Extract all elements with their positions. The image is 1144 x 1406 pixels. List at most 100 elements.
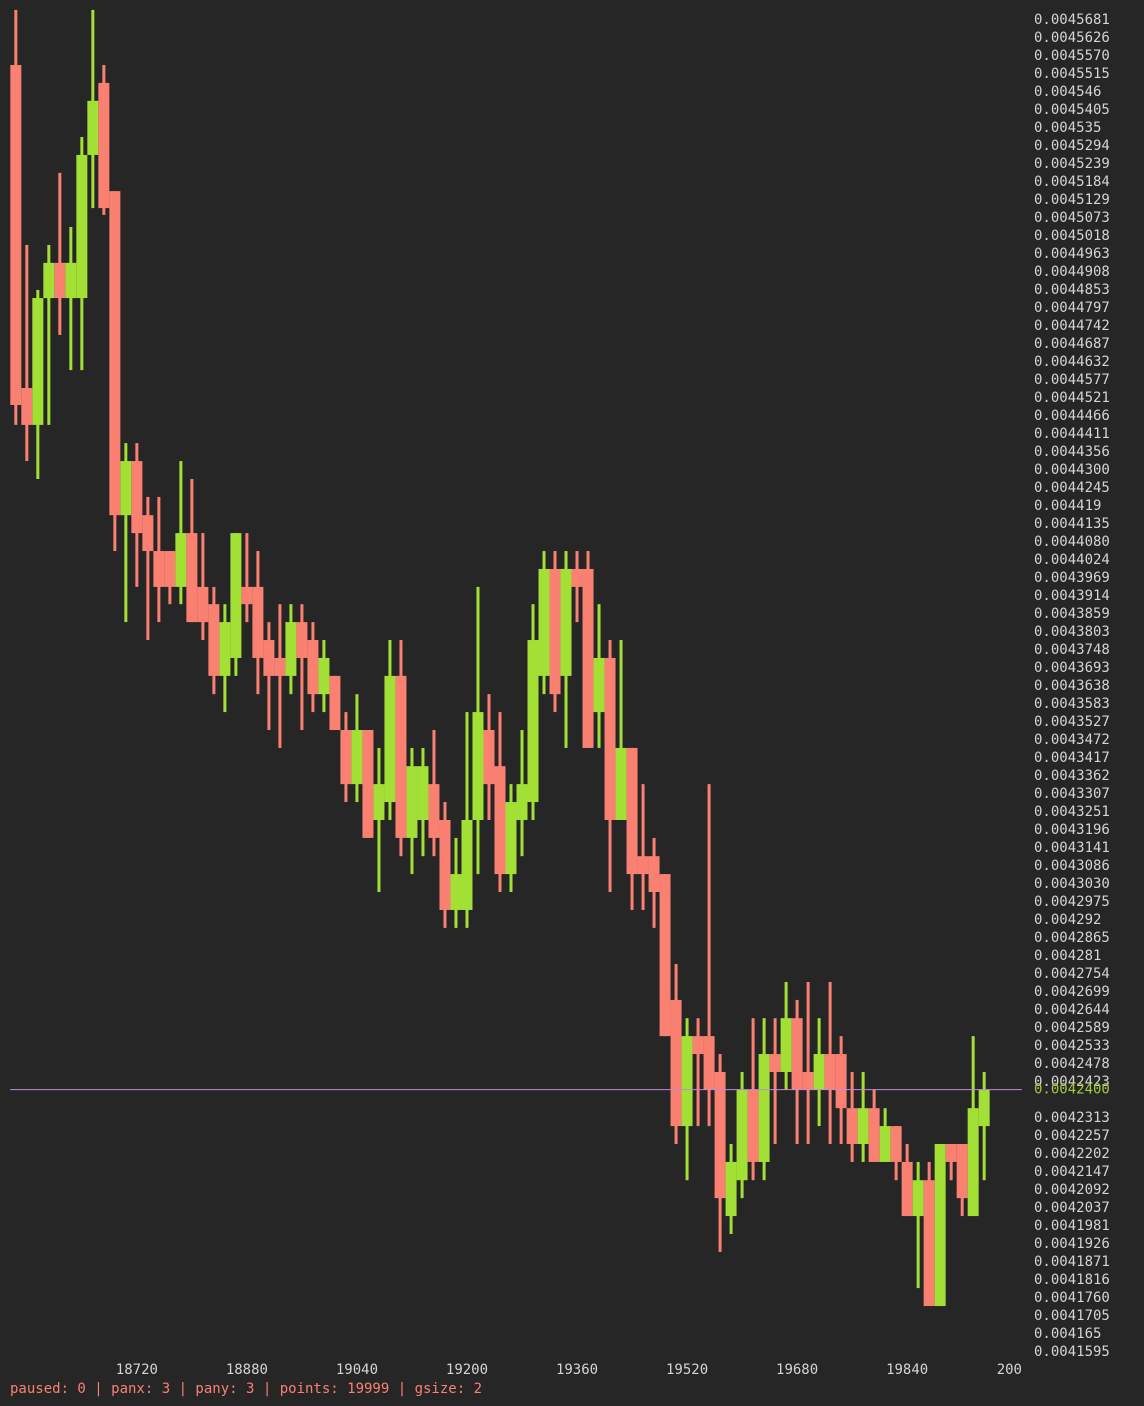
candle-body xyxy=(868,1108,880,1162)
candle-body xyxy=(373,784,385,820)
candle-wick xyxy=(619,640,623,820)
y-tick-label: 0.0044300 xyxy=(1034,462,1110,478)
y-tick-label: 0.0042313 xyxy=(1034,1110,1110,1126)
candle-wick xyxy=(245,533,249,623)
y-tick-label: 0.0044135 xyxy=(1034,516,1110,532)
candle-body xyxy=(758,1054,770,1162)
candle-body xyxy=(923,1180,935,1307)
candle-body xyxy=(417,766,429,820)
candle-body xyxy=(252,586,264,658)
y-tick-label: 0.0043583 xyxy=(1034,696,1110,712)
candle-body xyxy=(560,568,572,676)
candle-body xyxy=(681,1036,693,1127)
x-tick-label: 19840 xyxy=(886,1362,928,1378)
candle-body xyxy=(428,784,440,838)
candle-body xyxy=(197,586,209,623)
candle-body xyxy=(54,262,66,299)
y-tick-label: 0.0042202 xyxy=(1034,1146,1110,1162)
candle-body xyxy=(670,999,682,1127)
y-tick-label: 0.0043693 xyxy=(1034,660,1110,676)
y-tick-label: 0.0042865 xyxy=(1034,930,1110,946)
candle-body xyxy=(956,1144,968,1199)
candle-body xyxy=(516,784,528,820)
candle-wick xyxy=(696,1018,700,1127)
candle-wick xyxy=(773,1018,777,1145)
y-tick-label: 0.004292 xyxy=(1034,912,1101,928)
candle-body xyxy=(362,730,374,838)
candle-body xyxy=(901,1161,913,1217)
candle-body xyxy=(637,856,649,875)
candle-body xyxy=(648,856,660,893)
y-tick-label: 0.0042699 xyxy=(1034,984,1110,1000)
candle-body xyxy=(802,1071,814,1090)
candle-body xyxy=(791,1018,803,1090)
candle-body xyxy=(582,568,594,748)
candle-body xyxy=(395,675,407,838)
y-tick-label: 0.0043362 xyxy=(1034,768,1110,784)
candle-body xyxy=(890,1126,902,1162)
candle-body xyxy=(131,461,143,534)
candle-wick xyxy=(69,227,73,371)
candle-body xyxy=(626,747,638,875)
candle-wick xyxy=(806,982,810,1145)
candle-wick xyxy=(267,622,271,731)
y-tick-label: 0.0042257 xyxy=(1034,1128,1110,1144)
candle-wick xyxy=(949,1144,953,1181)
price-line-label: 0.0042400 xyxy=(1034,1082,1110,1098)
candle-body xyxy=(21,388,33,425)
y-tick-label: 0.0041871 xyxy=(1034,1254,1110,1270)
y-tick-label: 0.0045626 xyxy=(1034,30,1110,46)
y-tick-label: 0.0042092 xyxy=(1034,1182,1110,1198)
y-tick-label: 0.0045681 xyxy=(1034,12,1110,28)
y-tick-label: 0.0042533 xyxy=(1034,1038,1110,1054)
y-tick-label: 0.0044577 xyxy=(1034,372,1110,388)
candle-body xyxy=(692,1036,704,1055)
y-tick-label: 0.004165 xyxy=(1034,1326,1101,1342)
y-tick-label: 0.0043969 xyxy=(1034,570,1110,586)
x-tick-label: 18720 xyxy=(116,1362,158,1378)
candle-body xyxy=(230,533,242,658)
candle-body xyxy=(967,1108,979,1217)
candle-body xyxy=(571,568,583,587)
y-tick-label: 0.0043527 xyxy=(1034,714,1110,730)
y-tick-label: 0.0045073 xyxy=(1034,210,1110,226)
y-tick-label: 0.0044356 xyxy=(1034,444,1110,460)
y-tick-label: 0.004281 xyxy=(1034,948,1101,964)
y-tick-label: 0.0045184 xyxy=(1034,174,1110,190)
y-tick-label: 0.004535 xyxy=(1034,120,1101,136)
y-tick-label: 0.0043086 xyxy=(1034,858,1110,874)
candle-body xyxy=(824,1054,836,1090)
y-tick-label: 0.004546 xyxy=(1034,84,1101,100)
candle-body xyxy=(109,191,121,516)
y-tick-label: 0.0044853 xyxy=(1034,282,1110,298)
y-tick-label: 0.0041816 xyxy=(1034,1272,1110,1288)
x-tick-label: 19040 xyxy=(336,1362,378,1378)
y-tick-label: 0.0044521 xyxy=(1034,390,1110,406)
candle-body xyxy=(494,766,506,875)
candle-wick xyxy=(278,604,282,748)
candle-wick xyxy=(300,604,304,731)
candle-body xyxy=(384,675,396,803)
candle-body xyxy=(857,1108,869,1145)
candle-wick xyxy=(146,496,150,641)
y-tick-label: 0.0043307 xyxy=(1034,786,1110,802)
y-tick-label: 0.0044632 xyxy=(1034,354,1110,370)
y-tick-label: 0.0042147 xyxy=(1034,1164,1110,1180)
y-tick-label: 0.0041705 xyxy=(1034,1308,1110,1324)
candle-wick xyxy=(47,244,51,425)
candle-body xyxy=(780,1018,792,1072)
x-tick-label: 19200 xyxy=(446,1362,488,1378)
candle-body xyxy=(120,461,132,516)
candle-body xyxy=(175,533,187,587)
candle-body xyxy=(241,586,253,605)
y-tick-label: 0.0043196 xyxy=(1034,822,1110,838)
candle-body xyxy=(593,657,605,713)
candle-wick xyxy=(179,461,183,605)
candle-body xyxy=(439,819,451,910)
y-tick-label: 0.0043141 xyxy=(1034,840,1110,856)
candle-body xyxy=(714,1071,726,1199)
candle-wick xyxy=(58,172,62,335)
